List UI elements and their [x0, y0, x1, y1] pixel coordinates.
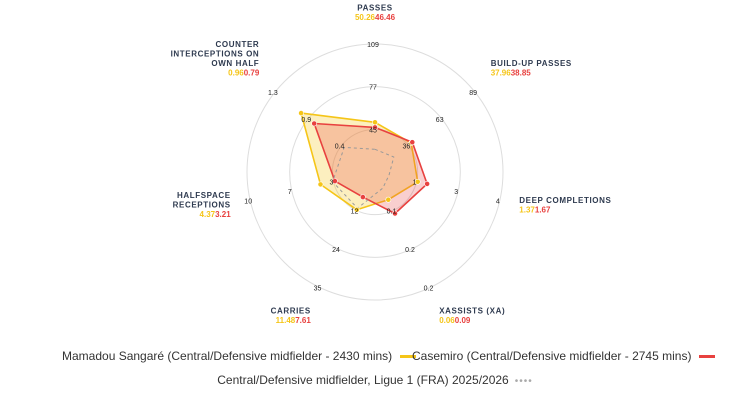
axis-values-5: 4.373.21 [200, 210, 232, 219]
grid-ring-3 [246, 43, 504, 301]
axis-label-2-line-0: DEEP COMPLETIONS [519, 196, 611, 205]
legend-swatch-sangare [400, 354, 417, 358]
series-area-1 [313, 122, 428, 215]
series-point-0-4 [353, 206, 360, 213]
axis-label-6-line-2: OWN HALF [211, 59, 259, 68]
tick-label-2-0: 1 [413, 180, 417, 187]
series-point-1-6 [311, 120, 318, 127]
tick-label-2-2: 4 [496, 199, 500, 206]
tick-label-3-1: 0.2 [405, 247, 415, 254]
tick-label-6-2: 1.3 [268, 90, 278, 97]
legend-reference[interactable]: Central/Defensive midfielder, Ligue 1 (F… [0, 373, 750, 387]
tick-label-1-1: 63 [436, 117, 444, 124]
axis-label-5-line-0: HALFSPACE [177, 191, 231, 200]
tick-label-4-0: 12 [351, 208, 359, 215]
series-point-0-6 [298, 110, 304, 116]
tick-label-0-0: 45 [369, 127, 377, 134]
axis-label-6-line-0: COUNTER [216, 40, 260, 49]
axis-label-4-line-0: CARRIES [271, 306, 311, 315]
legend-dots-reference: •••• [514, 376, 533, 387]
axis-value-1-series-0: 37.96 [491, 69, 512, 78]
axis-values-2: 1.371.67 [519, 205, 551, 214]
axis-value-5-series-1: 3.21 [215, 210, 231, 219]
tick-label-6-1: 0.9 [301, 117, 311, 124]
axis-value-6-series-0: 0.96 [228, 69, 244, 78]
axis-value-6-series-1: 0.79 [244, 69, 260, 78]
axis-value-0-series-1: 46.46 [375, 13, 396, 22]
axis-values-3: 0.060.09 [439, 316, 471, 325]
axis-value-3-series-1: 0.09 [455, 316, 471, 325]
tick-label-1-0: 36 [403, 143, 411, 150]
series-point-1-4 [359, 194, 366, 200]
grid-ring-2 [289, 86, 461, 258]
legend-swatch-casemiro [699, 354, 716, 358]
tick-label-0-2: 109 [367, 42, 379, 49]
legend-item-casemiro[interactable]: Casemiro (Central/Defensive midfielder -… [412, 349, 716, 363]
axis-label-1-line-0: BUILD-UP PASSES [491, 59, 572, 68]
legend-item-sangare[interactable]: Mamadou Sangaré (Central/Defensive midfi… [62, 349, 417, 363]
tick-label-3-2: 0.2 [424, 285, 434, 292]
series-point-1-1 [409, 139, 416, 146]
series-point-1-0 [372, 124, 378, 131]
axis-value-2-series-0: 1.37 [519, 205, 535, 214]
axis-values-4: 11.487.61 [276, 316, 312, 325]
axis-value-2-series-1: 1.67 [535, 205, 551, 214]
series-point-1-5 [331, 178, 338, 184]
axis-label-5-line-1: RECEPTIONS [173, 201, 231, 210]
legend-label-casemiro: Casemiro (Central/Defensive midfielder -… [412, 349, 692, 363]
series-point-0-3 [385, 196, 392, 203]
reference-area [332, 146, 395, 209]
legend-label-sangare: Mamadou Sangaré (Central/Defensive midfi… [62, 349, 393, 363]
axis-value-3-series-0: 0.06 [439, 316, 455, 325]
legend: Mamadou Sangaré (Central/Defensive midfi… [0, 349, 750, 367]
axis-values-1: 37.9638.85 [491, 69, 532, 78]
axis-label-0-line-0: PASSES [357, 4, 393, 13]
axis-label-3-line-0: XASSISTS (XA) [439, 306, 505, 315]
series-point-1-2 [424, 180, 430, 187]
tick-label-4-2: 35 [314, 285, 322, 292]
tick-label-1-2: 89 [469, 90, 477, 97]
axis-value-4-series-1: 7.61 [295, 316, 311, 325]
tick-label-0-1: 77 [369, 85, 377, 92]
tick-label-2-1: 3 [454, 189, 458, 196]
series-point-0-0 [372, 119, 378, 126]
tick-label-6-0: 0.4 [335, 143, 345, 150]
tick-label-4-1: 24 [332, 247, 340, 254]
series-point-1-3 [392, 210, 398, 217]
legend-label-reference: Central/Defensive midfielder, Ligue 1 (F… [217, 373, 509, 387]
axis-value-5-series-0: 4.37 [200, 210, 216, 219]
axis-values-0: 50.2646.46 [355, 13, 396, 22]
axis-values-6: 0.960.79 [228, 69, 260, 78]
tick-label-5-2: 10 [244, 199, 252, 206]
axis-value-1-series-1: 38.85 [511, 69, 532, 78]
series-point-0-2 [414, 178, 421, 185]
series-point-0-5 [317, 181, 324, 188]
tick-label-5-1: 7 [288, 189, 292, 196]
axis-label-6-line-1: INTERCEPTIONS ON [171, 50, 260, 59]
tick-label-5-0: 3 [329, 180, 333, 187]
tick-label-3-0: 0.1 [387, 208, 397, 215]
radar-chart: 45 77 109 36 63 89 1 3 4 0.1 0.2 0.2 12 24 35 3 7 10 0.4 0.… [171, 4, 611, 325]
series-area-0 [300, 112, 419, 211]
axis-value-0-series-0: 50.26 [355, 13, 376, 22]
axis-value-4-series-0: 11.48 [276, 316, 296, 325]
